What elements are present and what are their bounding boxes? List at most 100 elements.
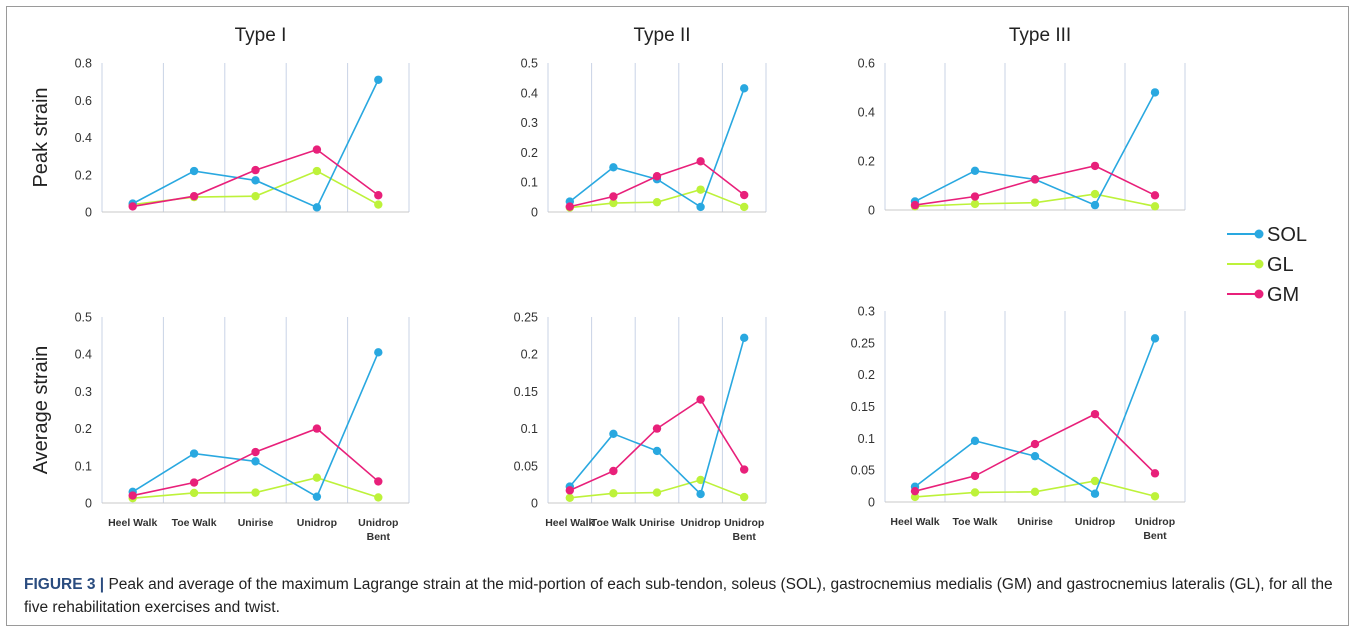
chart-panel-1: 0 0.2 0.4 0.6 0.8 Type I Peak strain	[30, 25, 410, 220]
x-tick-label: Toe Walk	[172, 517, 217, 529]
data-point-gm	[652, 172, 662, 181]
legend-label-sol: SOL	[1267, 224, 1307, 246]
x-tick-label: Unidrop	[724, 517, 764, 529]
y-tick-label: 0.1	[858, 432, 875, 446]
chart-title: Type I	[235, 25, 287, 46]
data-point-gm	[609, 192, 618, 201]
y-tick-label: 0.4	[75, 131, 92, 145]
y-axis-label: Average strain	[30, 346, 52, 475]
data-point-gl	[740, 202, 749, 212]
data-point-gm	[910, 486, 920, 496]
data-point-gl	[189, 488, 199, 498]
data-point-sol	[374, 75, 383, 84]
data-point-sol	[312, 492, 322, 501]
y-tick-label: 0.2	[75, 422, 92, 436]
y-tick-label: 0	[85, 497, 92, 511]
x-tick-label: Bent	[733, 531, 757, 543]
data-point-gl	[565, 493, 574, 502]
data-point-gm	[696, 395, 705, 404]
data-point-sol	[1090, 489, 1100, 498]
data-point-gm	[1090, 161, 1100, 171]
data-point-gm	[251, 165, 260, 175]
data-point-gl	[1030, 198, 1040, 207]
data-point-gl	[251, 488, 260, 497]
data-point-gl	[609, 198, 618, 208]
data-point-gl	[652, 197, 662, 207]
data-point-gm	[565, 202, 574, 211]
data-point-sol	[189, 449, 199, 458]
data-point-gl	[1030, 487, 1040, 497]
data-point-sol	[740, 84, 749, 93]
data-point-sol	[609, 163, 618, 172]
y-tick-label: 0.8	[75, 57, 92, 71]
data-point-sol	[970, 436, 980, 446]
series-line-sol	[914, 338, 1156, 495]
data-point-gm	[565, 486, 574, 495]
data-point-gm	[970, 192, 980, 201]
legend-marker-sol	[1254, 229, 1264, 239]
figure-caption: FIGURE 3 | Peak and average of the maxim…	[24, 573, 1342, 619]
data-point-gm	[696, 157, 705, 166]
data-point-gm	[312, 145, 322, 154]
data-point-sol	[1150, 88, 1160, 97]
series-line-sol	[569, 337, 745, 496]
data-point-gm	[1030, 175, 1040, 184]
figure-frame: 0 0.2 0.4 0.6 0.8 Type I Peak strain 0 0.1 0.2 0.3…	[6, 6, 1349, 626]
data-point-gl	[970, 488, 980, 497]
data-point-gl	[609, 489, 618, 498]
y-tick-label: 0.15	[851, 400, 875, 414]
data-point-gm	[251, 447, 260, 457]
y-tick-label: 0.25	[514, 311, 538, 325]
series-line-sol	[132, 352, 380, 498]
y-tick-label: 0.3	[858, 305, 875, 319]
x-tick-label: Unidrop	[680, 517, 720, 529]
y-tick-label: 0.1	[521, 176, 538, 190]
data-point-gl	[1090, 476, 1100, 486]
x-tick-label: Toe Walk	[591, 517, 636, 529]
x-tick-label: Toe Walk	[953, 516, 998, 528]
data-point-sol	[251, 176, 260, 185]
data-point-sol	[609, 429, 618, 439]
x-tick-label: Unirise	[639, 517, 675, 529]
data-point-sol	[312, 203, 322, 212]
x-tick-label: Unidrop	[358, 517, 398, 529]
figure-canvas: 0 0.2 0.4 0.6 0.8 Type I Peak strain 0 0.1 0.2 0.3…	[30, 25, 1307, 543]
data-point-sol	[696, 489, 705, 499]
y-tick-label: 0.6	[75, 94, 92, 108]
chart-panel-3: 0 0.2 0.4 0.6 Type III	[858, 25, 1186, 218]
y-tick-label: 0.2	[521, 146, 538, 160]
data-point-gm	[740, 465, 749, 474]
chart-title: Type III	[1009, 25, 1071, 46]
y-tick-label: 0.5	[75, 311, 92, 325]
data-point-gm	[740, 190, 749, 200]
x-tick-label: Heel Walk	[545, 517, 594, 529]
y-tick-label: 0	[868, 496, 875, 510]
data-point-gm	[609, 466, 618, 476]
series-line-sol	[132, 79, 380, 209]
series-line-sol	[569, 88, 745, 209]
legend-label-gm: GM	[1267, 284, 1299, 306]
data-point-gm	[1030, 439, 1040, 449]
data-point-gm	[189, 478, 199, 487]
chart-panel-4: 0 0.1 0.2 0.3 0.4 0.5 Heel Walk Toe Walk Unirise…	[30, 311, 410, 543]
data-point-gl	[696, 185, 705, 194]
y-tick-label: 0	[531, 497, 538, 511]
data-point-gm	[189, 191, 199, 201]
data-point-sol	[251, 457, 260, 466]
y-tick-label: 0	[85, 206, 92, 220]
y-tick-label: 0.25	[851, 336, 875, 350]
data-point-gl	[970, 199, 980, 209]
x-tick-label: Unidrop	[297, 517, 337, 529]
data-point-gm	[970, 471, 980, 481]
y-tick-label: 0.2	[858, 368, 875, 382]
data-point-sol	[374, 348, 383, 357]
y-tick-label: 0.2	[858, 155, 875, 169]
y-tick-label: 0.1	[521, 422, 538, 436]
y-tick-label: 0.3	[75, 385, 92, 399]
data-point-sol	[970, 166, 980, 175]
legend-marker-gl	[1254, 259, 1264, 269]
x-tick-label: Unidrop	[1075, 516, 1115, 528]
chart-panel-2: 0 0.1 0.2 0.3 0.4 0.5 Type II	[521, 25, 767, 220]
data-point-sol	[1090, 200, 1100, 210]
